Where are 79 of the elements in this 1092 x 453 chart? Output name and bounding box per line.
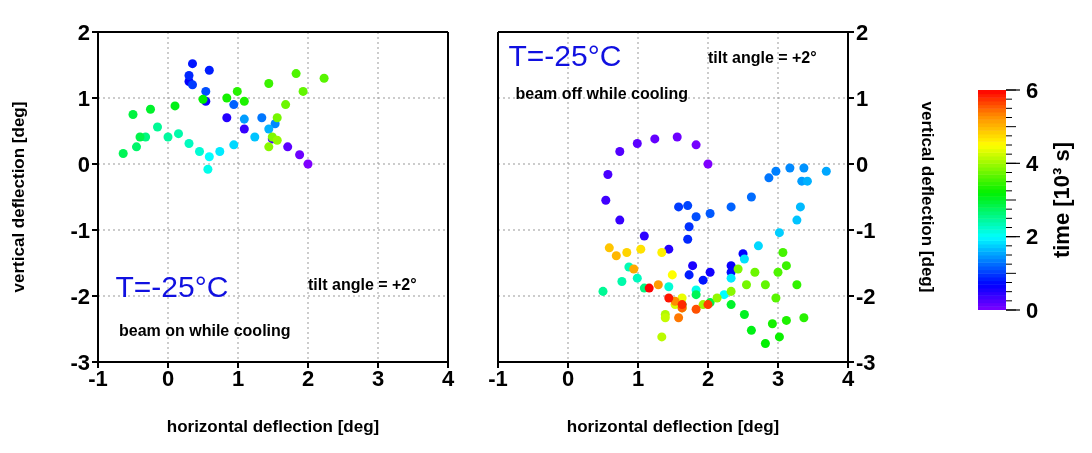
y2-tick-label: 0: [856, 151, 869, 177]
point: [170, 101, 180, 111]
point: [239, 124, 249, 134]
y-tick-label: -2: [70, 283, 90, 309]
point: [257, 113, 267, 123]
color-bar-label: 2: [1026, 224, 1039, 250]
annotation: tilt angle = +2°: [308, 276, 417, 295]
point: [194, 146, 205, 156]
annotation: T=-25°C: [115, 269, 229, 304]
y2-tick-label: -2: [856, 283, 876, 309]
point: [184, 139, 194, 149]
point: [281, 100, 291, 110]
point: [283, 142, 293, 152]
x-tick-label: -1: [488, 365, 508, 391]
y-tick-label: 0: [77, 151, 90, 177]
y2-tick-label: 1: [856, 85, 869, 111]
x-tick-label: 3: [771, 365, 785, 391]
point: [264, 142, 274, 152]
point: [303, 159, 313, 169]
point: [250, 132, 260, 142]
y2-tick-label: 2: [856, 19, 869, 45]
point: [145, 104, 156, 114]
x-tick-label: 2: [701, 365, 715, 391]
color-bar-label: 6: [1026, 77, 1039, 103]
point: [135, 132, 145, 142]
point: [152, 122, 163, 132]
x-tick-label: 1: [631, 365, 645, 391]
point: [272, 113, 282, 123]
point: [264, 78, 274, 88]
x-tick-label: 4: [441, 365, 455, 391]
y2-tick-label: -3: [856, 349, 876, 375]
y2-tick-label: -1: [856, 217, 876, 243]
y-tick-label: -1: [70, 217, 90, 243]
point: [298, 86, 308, 96]
x-axis-title: horizontal deflection [deg]: [566, 417, 780, 436]
point: [187, 80, 198, 90]
point: [184, 71, 194, 81]
point: [173, 129, 184, 139]
point: [163, 132, 173, 142]
point: [201, 86, 211, 96]
annotation: beam on while cooling: [119, 322, 291, 341]
point: [319, 73, 329, 83]
x-tick-label: 3: [371, 365, 385, 391]
point: [291, 69, 301, 79]
x-tick-label: 0: [561, 365, 575, 391]
annotation: tilt angle = +2°: [708, 48, 817, 67]
point: [222, 113, 232, 123]
y-tick-label: 2: [77, 19, 90, 45]
annotation: T=-25°C: [508, 38, 622, 73]
point: [118, 148, 128, 158]
point: [239, 114, 249, 124]
point: [229, 100, 239, 110]
point: [232, 86, 242, 96]
x-tick-label: 1: [231, 365, 245, 391]
x-tick-label: 0: [161, 365, 175, 391]
color-bar-label: 4: [1026, 150, 1039, 176]
point: [272, 135, 282, 145]
x-tick-label: 2: [301, 365, 315, 391]
x-axis-title: horizontal deflection [deg]: [166, 417, 380, 436]
point: [239, 96, 249, 106]
point: [222, 93, 232, 103]
color-bar-label: 0: [1026, 297, 1039, 323]
x-tick-label: 4: [841, 365, 855, 391]
point: [264, 124, 274, 134]
y2-axis-title: vertical deflection [deg]: [917, 101, 937, 293]
annotation: beam off while cooling: [515, 84, 688, 103]
point: [128, 109, 138, 120]
point: [187, 59, 198, 69]
point: [295, 150, 305, 160]
y-tick-label: 1: [77, 85, 90, 111]
point: [204, 152, 214, 162]
point: [215, 146, 225, 156]
y-tick-label: -3: [70, 349, 90, 375]
point: [131, 142, 142, 152]
color-bar-title: time [10³ s]: [1049, 141, 1075, 259]
point: [229, 140, 239, 150]
point: [203, 164, 213, 174]
point: [204, 65, 214, 75]
y-axis-title: vertical deflection [deg]: [9, 101, 29, 293]
